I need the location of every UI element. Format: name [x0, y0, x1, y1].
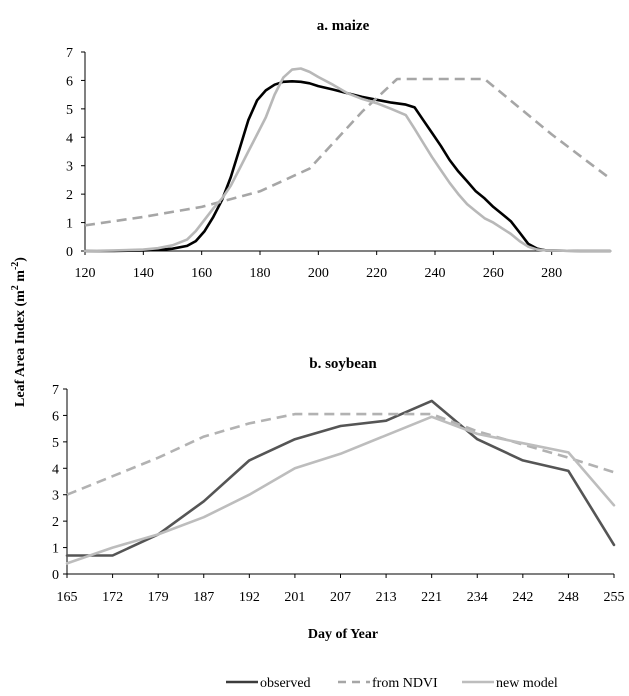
soybean-chart-title: b. soybean — [309, 356, 377, 372]
soybean-x-tick-label: 172 — [102, 590, 123, 605]
maize-series-observed — [83, 80, 612, 253]
maize-y-tick-label: 6 — [66, 74, 73, 89]
soybean-x-tick-label: 255 — [604, 590, 625, 605]
maize-chart-title: a. maize — [317, 18, 370, 34]
maize-y-tick-label: 5 — [66, 103, 73, 118]
legend: observed from NDVI new model — [226, 676, 558, 691]
soybean-y-tick-label: 0 — [52, 568, 59, 583]
soybean-x-tick-label: 201 — [284, 590, 305, 605]
maize-y-tick-label: 7 — [66, 46, 73, 61]
soybean-x-tick-label: 221 — [421, 590, 442, 605]
maize-y-tick-label: 3 — [66, 160, 73, 175]
soybean-x-tick-label: 213 — [376, 590, 397, 605]
maize-y-tick-label: 0 — [66, 245, 73, 260]
maize-x-tick-label: 140 — [133, 266, 154, 281]
maize-x-tick-label: 280 — [541, 266, 562, 281]
maize-axes: 0 1 2 3 4 5 6 7 120 140 160 180 200 220 240 260 280 — [66, 46, 610, 281]
y-axis-label: Leaf Area Index (m2 m-2) — [10, 257, 28, 407]
soybean-x-tick-label: 179 — [148, 590, 169, 605]
soybean-x-tick-label: 248 — [558, 590, 579, 605]
maize-x-tick-label: 220 — [366, 266, 387, 281]
soybean-x-tick-label: 234 — [467, 590, 488, 605]
soybean-x-tick-label: 165 — [57, 590, 78, 605]
soybean-x-tick-label: 242 — [512, 590, 533, 605]
soybean-series-new-model — [65, 415, 616, 565]
maize-y-tick-label: 1 — [66, 217, 73, 232]
soybean-series-observed — [65, 399, 616, 557]
maize-y-tick-label: 2 — [66, 188, 73, 203]
maize-y-tick-label: 4 — [66, 131, 73, 146]
maize-x-tick-label: 240 — [425, 266, 446, 281]
legend-label-from-ndvi: from NDVI — [372, 676, 438, 691]
maize-x-tick-label: 180 — [250, 266, 271, 281]
maize-series — [83, 67, 612, 253]
soybean-y-tick-label: 6 — [52, 409, 59, 424]
soybean-y-tick-label: 3 — [52, 489, 59, 504]
soybean-x-tick-label: 187 — [193, 590, 214, 605]
soybean-series — [65, 399, 616, 565]
soybean-y-tick-label: 5 — [52, 436, 59, 451]
soybean-y-tick-label: 7 — [52, 383, 59, 398]
maize-x-tick-label: 260 — [483, 266, 504, 281]
soybean-series-from-ndvi — [66, 412, 615, 496]
x-axis-label: Day of Year — [308, 627, 378, 642]
soybean-x-tick-label: 192 — [239, 590, 260, 605]
soybean-x-tick-label: 207 — [330, 590, 351, 605]
maize-x-tick-label: 160 — [191, 266, 212, 281]
maize-chart: a. maize 0 1 2 3 4 5 6 7 120 140 160 180 200 220 240 26… — [66, 18, 612, 281]
maize-series-new-model — [83, 67, 612, 253]
soybean-y-tick-label: 4 — [52, 462, 59, 477]
legend-label-observed: observed — [260, 676, 311, 691]
legend-label-new-model: new model — [496, 676, 558, 691]
maize-x-tick-label: 120 — [75, 266, 96, 281]
maize-x-tick-label: 200 — [308, 266, 329, 281]
soybean-y-tick-label: 2 — [52, 515, 59, 530]
maize-series-from-ndvi — [84, 77, 611, 227]
soybean-y-tick-label: 1 — [52, 542, 59, 557]
